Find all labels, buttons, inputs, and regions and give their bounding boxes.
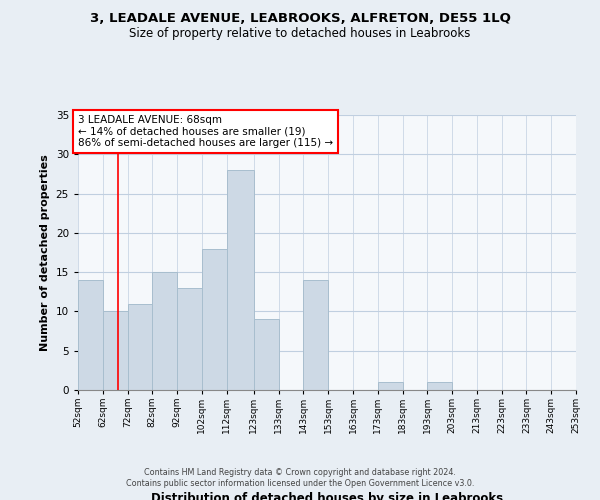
Bar: [103, 312, 128, 390]
Text: Size of property relative to detached houses in Leabrooks: Size of property relative to detached ho…: [130, 28, 470, 40]
Text: 3, LEADALE AVENUE, LEABROOKS, ALFRETON, DE55 1LQ: 3, LEADALE AVENUE, LEABROOKS, ALFRETON, …: [89, 12, 511, 26]
Bar: [128, 304, 152, 390]
Text: Contains HM Land Registry data © Crown copyright and database right 2024.
Contai: Contains HM Land Registry data © Crown c…: [126, 468, 474, 487]
Bar: [304, 280, 328, 390]
Bar: [152, 272, 177, 390]
Bar: [227, 170, 254, 390]
Text: 3 LEADALE AVENUE: 68sqm
← 14% of detached houses are smaller (19)
86% of semi-de: 3 LEADALE AVENUE: 68sqm ← 14% of detache…: [78, 115, 333, 148]
Bar: [202, 248, 227, 390]
Bar: [378, 382, 403, 390]
Bar: [427, 382, 452, 390]
Y-axis label: Number of detached properties: Number of detached properties: [40, 154, 50, 351]
X-axis label: Distribution of detached houses by size in Leabrooks: Distribution of detached houses by size …: [151, 492, 503, 500]
Bar: [78, 280, 103, 390]
Bar: [254, 320, 278, 390]
Bar: [177, 288, 202, 390]
